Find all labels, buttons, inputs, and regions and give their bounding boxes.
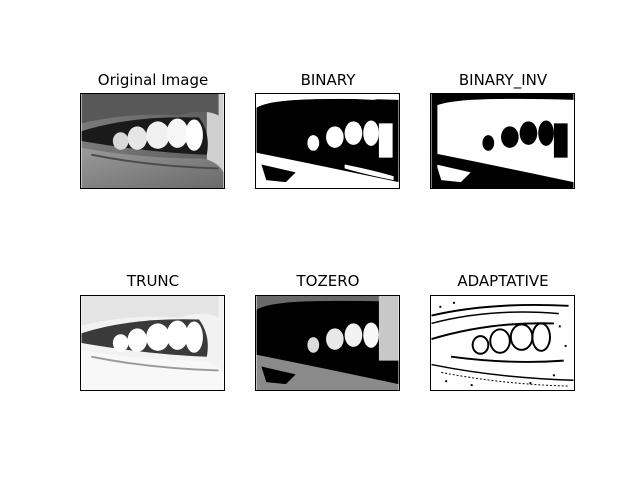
- panel-binary: [255, 93, 400, 189]
- panel-title-adaptative: ADAPTATIVE: [457, 272, 549, 290]
- binary-image: [256, 94, 399, 188]
- panel-title-binary-inv: BINARY_INV: [458, 71, 548, 89]
- panel-adaptative: [430, 295, 575, 391]
- binary-inv-image: [431, 94, 574, 188]
- panel-title-tozero: TOZERO: [296, 272, 360, 290]
- panel-trunc: [80, 295, 225, 391]
- original-image: [81, 94, 224, 188]
- panel-title-trunc: TRUNC: [126, 272, 180, 290]
- panel-title-original: Original Image: [97, 71, 209, 89]
- panel-title-binary: BINARY: [300, 71, 356, 89]
- panel-original-image: [80, 93, 225, 189]
- tozero-image: [256, 296, 399, 390]
- trunc-image: [81, 296, 224, 390]
- adaptative-image: [431, 296, 574, 390]
- panel-tozero: [255, 295, 400, 391]
- panel-binary-inv: [430, 93, 575, 189]
